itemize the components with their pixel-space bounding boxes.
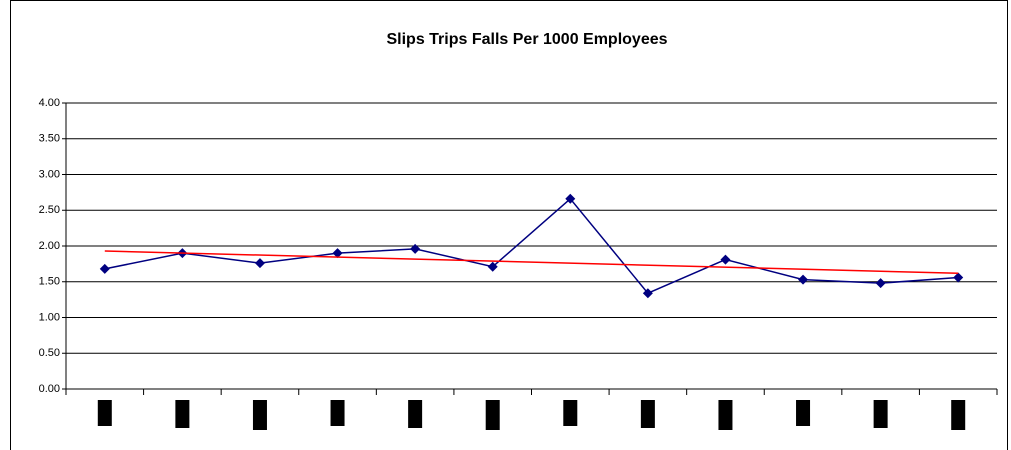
redacted-label bbox=[640, 400, 655, 428]
data-point bbox=[953, 272, 964, 283]
redacted-label bbox=[563, 400, 578, 426]
y-tick-label: 3.50 bbox=[39, 133, 60, 145]
redacted-label bbox=[951, 400, 966, 430]
series-line bbox=[104, 197, 959, 295]
data-point bbox=[875, 278, 886, 289]
chart-title: Slips Trips Falls Per 1000 Employees bbox=[386, 31, 667, 48]
y-tick-label: 0.00 bbox=[39, 383, 60, 395]
redacted-label bbox=[330, 400, 345, 426]
data-point bbox=[332, 248, 343, 259]
data-point bbox=[410, 243, 421, 254]
y-tick-label: 2.00 bbox=[39, 240, 60, 252]
y-tick-label: 2.50 bbox=[39, 204, 60, 216]
redacted-label bbox=[873, 400, 888, 428]
redacted-label bbox=[252, 400, 267, 430]
redacted-label bbox=[796, 400, 811, 426]
data-point bbox=[798, 274, 809, 285]
redacted-label bbox=[485, 400, 500, 430]
data-point bbox=[642, 288, 653, 299]
redacted-label bbox=[97, 400, 112, 426]
data-point bbox=[720, 254, 731, 265]
data-point bbox=[487, 261, 498, 272]
redacted-label bbox=[718, 400, 733, 430]
data-point bbox=[99, 263, 110, 274]
redacted-label bbox=[408, 400, 423, 428]
y-tick-label: 1.00 bbox=[39, 311, 60, 323]
data-point bbox=[254, 258, 265, 269]
redacted-label bbox=[175, 400, 190, 428]
y-tick-label: 0.50 bbox=[39, 347, 60, 359]
trendline bbox=[104, 250, 959, 274]
data-point bbox=[565, 193, 576, 204]
y-tick-label: 1.50 bbox=[39, 276, 60, 288]
y-tick-label: 3.00 bbox=[39, 168, 60, 180]
y-tick-label: 4.00 bbox=[39, 97, 60, 109]
chart-border bbox=[10, 0, 1008, 450]
